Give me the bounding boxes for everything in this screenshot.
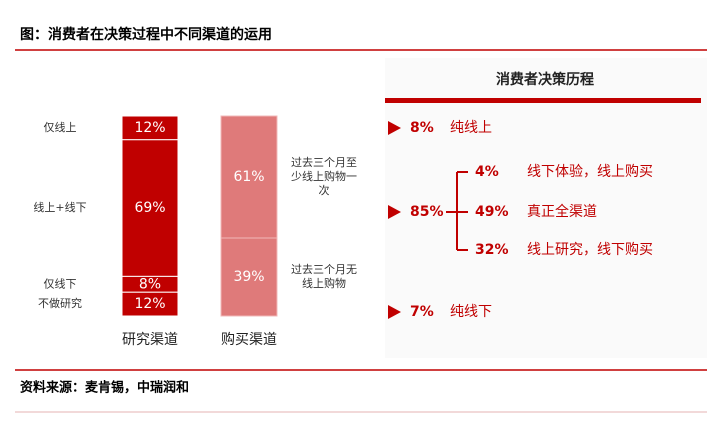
journey-title: 消费者决策历程: [496, 71, 594, 88]
segment-label: 不做研究: [38, 296, 82, 310]
category-label: 购买渠道: [221, 332, 277, 348]
value-label: 12%: [134, 120, 165, 136]
journey-value: 4%: [475, 164, 499, 180]
value-label: 12%: [134, 296, 165, 312]
journey-value: 7%: [410, 304, 434, 320]
segment-label: 过去三个月无线上购物: [291, 263, 357, 290]
title: 图：消费者在决策过程中不同渠道的运用: [20, 26, 272, 43]
journey-label: 线上研究，线下购买: [527, 242, 653, 258]
journey-label: 纯线下: [450, 304, 492, 320]
value-label: 39%: [233, 269, 264, 285]
bar-segment: [220, 115, 278, 239]
journey-label: 纯线上: [450, 120, 492, 136]
value-label: 61%: [233, 169, 264, 185]
value-label: 8%: [139, 276, 161, 292]
arrow-icon: [388, 205, 401, 219]
source: 资料来源：麦肯锡，中瑞润和: [20, 380, 189, 396]
journey-value: 49%: [475, 204, 509, 220]
bar-segment: [121, 139, 179, 277]
journey-value: 32%: [475, 242, 509, 258]
segment-label: 线上+线下: [33, 200, 86, 214]
bar-segment: [220, 237, 278, 317]
arrow-icon: [388, 305, 401, 319]
journey-value: 85%: [410, 204, 444, 220]
segment-label: 仅线上: [44, 120, 77, 134]
segment-label: 仅线下: [44, 276, 77, 290]
segment-label: 过去三个月至少线上购物一次: [291, 156, 357, 197]
journey-value: 8%: [410, 120, 434, 136]
journey-rule: [385, 98, 701, 103]
journey-label: 真正全渠道: [527, 203, 597, 220]
journey-label: 线下体验，线上购买: [527, 164, 653, 180]
journey-panel: [385, 58, 707, 358]
category-label: 研究渠道: [122, 332, 178, 348]
value-label: 69%: [134, 200, 165, 216]
bar-segment: [121, 291, 179, 317]
arrow-icon: [388, 121, 401, 135]
